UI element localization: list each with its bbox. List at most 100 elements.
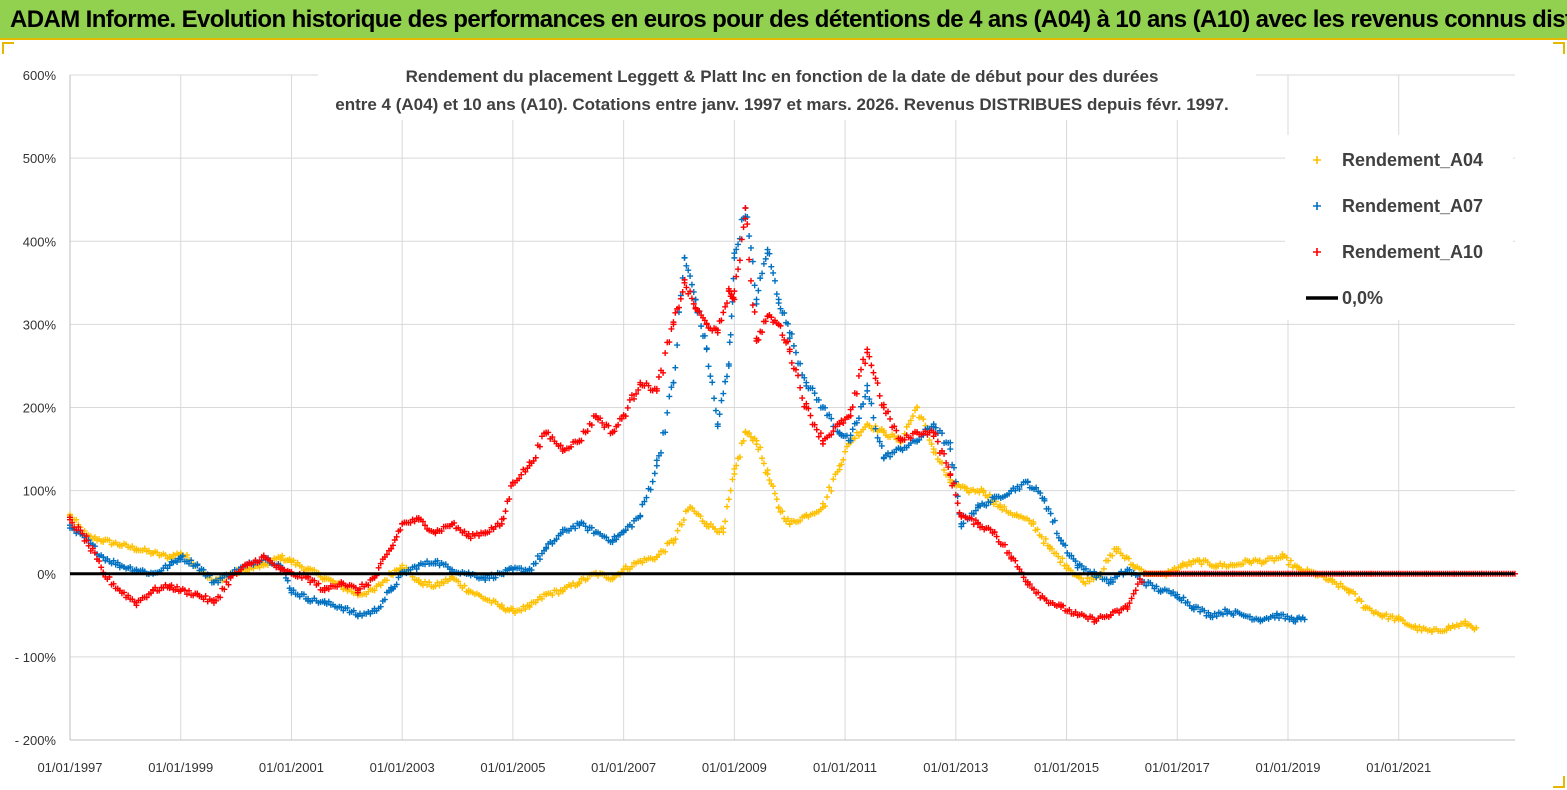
x-tick-label: 01/01/1997	[37, 760, 102, 775]
rendement-a07-point	[718, 397, 725, 404]
rendement-a07-point	[781, 310, 788, 317]
rendement-a04-point	[145, 547, 152, 554]
rendement-a04-point	[674, 527, 681, 534]
legend-label-rendement-a07: Rendement_A07	[1342, 196, 1483, 216]
rendement-a07-point	[746, 233, 753, 240]
rendement-a10-point	[637, 379, 644, 386]
rendement-a10-point	[696, 308, 703, 315]
rendement-a07-point	[733, 246, 740, 253]
rendement-a07-point	[1016, 486, 1023, 493]
rendement-a07-point	[449, 566, 456, 573]
rendement-a04-point	[91, 533, 98, 540]
rendement-a07-point	[1058, 537, 1065, 544]
rendement-a07-point	[777, 305, 784, 312]
rendement-a04-point	[1042, 535, 1049, 542]
rendement-a04-point	[830, 476, 837, 483]
rendement-a10-point	[1132, 587, 1139, 594]
rendement-a07-point	[828, 415, 835, 422]
rendement-a10-point	[411, 518, 418, 525]
rendement-a10-point	[725, 288, 732, 295]
rendement-a07-point	[1149, 582, 1156, 589]
rendement-a10-point	[538, 433, 545, 440]
rendement-a07-point	[1224, 608, 1231, 615]
title-background	[318, 58, 1256, 120]
rendement-a07-point	[526, 566, 533, 573]
rendement-a10-point	[177, 587, 184, 594]
rendement-a07-point	[672, 364, 679, 371]
rendement-a10-point	[751, 308, 758, 315]
rendement-a07-point	[958, 520, 965, 527]
rendement-a07-point	[874, 434, 881, 441]
rendement-a10-point	[1016, 566, 1023, 573]
rendement-a10-point	[803, 404, 810, 411]
rendement-a07-point	[174, 559, 181, 566]
rendement-a10-point	[934, 438, 941, 445]
report-header: ADAM Informe. Evolution historique des p…	[0, 0, 1567, 40]
rendement-a07-point	[771, 277, 778, 284]
rendement-a04-point	[555, 590, 562, 597]
rendement-a04-point	[1279, 554, 1286, 561]
rendement-a10-point	[728, 291, 735, 298]
rendement-a04-point	[722, 518, 729, 525]
rendement-a07-point	[371, 608, 378, 615]
rendement-a04-point	[1080, 579, 1087, 586]
rendement-a04-point	[1362, 604, 1369, 610]
rendement-a10-point	[795, 372, 802, 379]
rendement-a10-point	[993, 533, 1000, 540]
rendement-a04-point	[1246, 558, 1253, 565]
rendement-a07-point	[284, 577, 291, 584]
series-layer	[67, 205, 1518, 635]
rendement-a10-point	[660, 369, 667, 376]
rendement-a04-point	[1445, 624, 1452, 631]
rendement-a10-point	[870, 369, 877, 376]
rendement-a04-point	[1285, 561, 1292, 568]
rendement-a04-point	[543, 591, 550, 598]
rendement-a10-point	[79, 530, 86, 537]
rendement-a10-point	[817, 430, 824, 437]
rendement-a04-point	[482, 595, 489, 602]
rendement-a10-point	[868, 362, 875, 369]
rendement-a07-point	[815, 396, 822, 403]
rendement-a10-point	[742, 215, 749, 222]
rendement-a10-point	[887, 415, 894, 422]
rendement-a07-point	[532, 560, 539, 567]
rendement-a07-point	[432, 558, 439, 565]
rendement-a10-point	[1138, 579, 1145, 586]
rendement-a10-point	[419, 518, 426, 525]
rendement-a04-point	[1352, 590, 1359, 597]
rendement-a07-point	[914, 437, 921, 444]
rendement-a10-point	[941, 450, 948, 457]
y-tick-label: 600%	[23, 68, 57, 83]
x-tick-label: 01/01/2015	[1034, 760, 1099, 775]
rendement-a07-point	[664, 409, 671, 416]
rendement-a07-point	[543, 545, 550, 552]
rendement-a04-point	[764, 471, 771, 477]
rendement-a07-point	[127, 563, 134, 570]
rendement-a10-point	[914, 429, 921, 436]
rendement-a10-point	[819, 437, 826, 444]
rendement-a10-point	[958, 512, 965, 519]
rendement-a07-point	[681, 254, 688, 261]
rendement-a10-point	[422, 522, 429, 529]
rendement-a04-point	[836, 462, 843, 469]
rendement-a07-point	[872, 425, 879, 432]
rendement-a07-point	[897, 446, 904, 453]
rendement-a10-point	[1035, 589, 1042, 596]
rendement-a07-point	[413, 566, 420, 573]
rendement-a07-point	[801, 374, 808, 381]
rendement-a10-point	[110, 580, 117, 587]
rendement-a07-point	[864, 387, 871, 394]
rendement-a07-point	[194, 562, 201, 569]
rendement-a07-point	[768, 263, 775, 270]
rendement-a07-point	[338, 604, 345, 610]
rendement-a07-point	[707, 373, 714, 380]
rendement-a04-point	[166, 554, 173, 561]
rendement-a07-point	[1051, 517, 1058, 524]
rendement-a10-point	[592, 412, 599, 419]
rendement-a04-point	[1256, 557, 1263, 564]
rendement-a04-point	[747, 433, 754, 440]
rendement-a10-point	[194, 591, 201, 598]
rendement-a07-point	[1033, 484, 1040, 491]
rendement-a10-point	[397, 526, 404, 533]
rendement-a10-point	[653, 387, 660, 394]
